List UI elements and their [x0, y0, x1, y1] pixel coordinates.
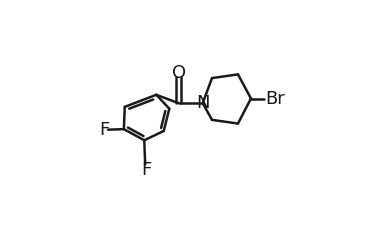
Text: Br: Br — [265, 89, 285, 107]
Text: N: N — [196, 94, 209, 112]
Text: O: O — [171, 64, 186, 82]
Text: F: F — [99, 121, 109, 139]
Text: F: F — [141, 161, 151, 179]
